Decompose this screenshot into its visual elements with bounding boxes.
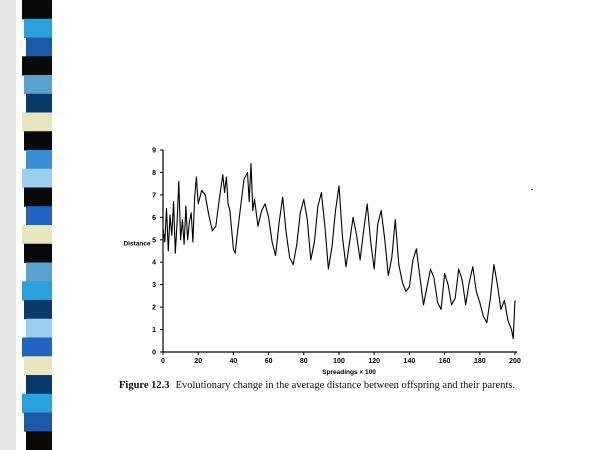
y-tick-label: 6 [152, 215, 156, 222]
y-tick-label: 8 [152, 170, 156, 177]
stripe-segment [26, 37, 52, 57]
stripe-segment [24, 75, 52, 95]
x-tick-label: 20 [194, 358, 202, 365]
y-tick-label: 3 [152, 282, 156, 289]
stripe-segment [26, 318, 52, 338]
y-tick-label: 5 [152, 237, 156, 244]
y-tick-label: 1 [152, 327, 156, 334]
x-tick-label: 40 [230, 358, 238, 365]
stripe-segment [26, 93, 52, 113]
stripe-segment [24, 18, 52, 38]
x-tick-label: 120 [368, 358, 380, 365]
x-tick-label: 100 [333, 358, 345, 365]
x-tick-label: 0 [161, 358, 165, 365]
stripe-segment [22, 0, 52, 20]
stray-mark [531, 189, 533, 190]
stripe-band-graphic [0, 0, 75, 450]
stripe-segment [24, 131, 52, 151]
stripe-segment [22, 281, 52, 301]
figure-caption: Figure 12.3 Evolutionary change in the av… [119, 379, 529, 392]
x-tick-label: 200 [509, 358, 521, 365]
stripe-segment [26, 262, 52, 282]
x-tick-label: 60 [265, 358, 273, 365]
stripe-shadow [0, 0, 16, 450]
x-tick-label: 160 [439, 358, 451, 365]
stripe-segment [22, 112, 52, 132]
x-axis-label: Spreadings × 100 [322, 369, 376, 376]
y-tick-label: 9 [152, 148, 156, 155]
stripe-segment [22, 393, 52, 413]
stripe-segment [24, 243, 52, 263]
stripe-segment [26, 431, 52, 450]
x-tick-label: 80 [300, 358, 308, 365]
stripe-segment [26, 150, 52, 170]
caption-figure-number: Figure 12.3 [119, 380, 170, 391]
stripe-segment [26, 206, 52, 226]
line-chart: 0 1 2 3 4 5 6 7 8 9 0 20 40 60 80 100 120 140 160 180 200 Dis… [123, 148, 521, 377]
stripe-segment [24, 356, 52, 376]
stripe-segment [22, 56, 52, 76]
stripe-segment [24, 412, 52, 432]
x-tick-label: 140 [404, 358, 416, 365]
x-tick-label: 180 [474, 358, 486, 365]
y-tick-label: 2 [152, 305, 156, 312]
y-tick-label: 4 [152, 260, 156, 267]
decorative-stripe-band [0, 0, 75, 450]
y-axis-label: Distance [123, 240, 150, 247]
series-line [162, 162, 516, 340]
y-tick-label: 0 [152, 350, 156, 357]
stripe-segment [22, 337, 52, 357]
stripe-segment [26, 375, 52, 395]
stripe-segment [22, 225, 52, 245]
stripe-segment [24, 300, 52, 320]
y-tick-label: 7 [152, 192, 156, 199]
caption-text: Evolutionary change in the average dista… [175, 380, 516, 391]
stripe-segment [22, 168, 52, 188]
stripe-segment [24, 187, 52, 207]
